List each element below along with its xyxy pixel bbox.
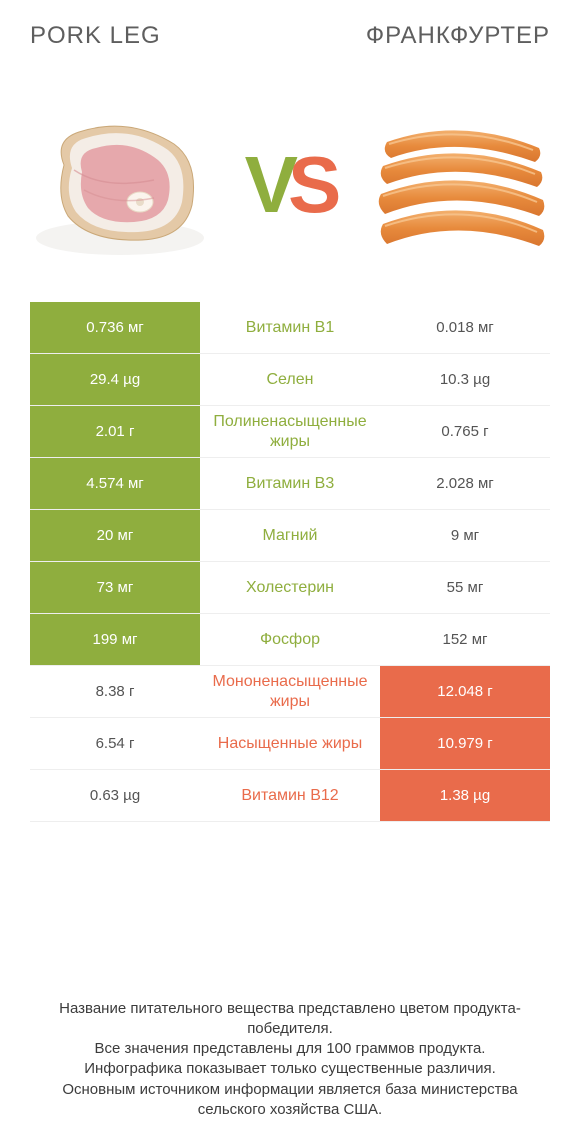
value-right: 9 мг — [380, 510, 550, 561]
nutrient-label: Полиненасыщенные жиры — [200, 406, 380, 457]
table-row: 20 мгМагний9 мг — [30, 510, 550, 562]
footer-line: Все значения представлены для 100 граммо… — [30, 1039, 550, 1059]
vs-label: V S — [245, 145, 336, 225]
nutrient-label: Витамин B3 — [200, 458, 380, 509]
value-left: 0.736 мг — [30, 302, 200, 353]
frankfurter-image — [371, 110, 546, 260]
nutrient-label: Фосфор — [200, 614, 380, 665]
nutrient-label: Насыщенные жиры — [200, 718, 380, 769]
footer-notes: Название питательного вещества представл… — [30, 999, 550, 1121]
value-right: 0.765 г — [380, 406, 550, 457]
table-row: 29.4 µgСелен10.3 µg — [30, 354, 550, 406]
vs-s: S — [288, 145, 335, 225]
value-left: 20 мг — [30, 510, 200, 561]
title-left: Pork leg — [30, 22, 161, 50]
comparison-infographic: Pork leg ФРАНКФУРТЕР V S — [0, 0, 580, 1144]
value-right: 152 мг — [380, 614, 550, 665]
footer-line: Основным источником информации является … — [30, 1080, 550, 1121]
value-right: 12.048 г — [380, 666, 550, 717]
nutrient-label: Витамин B12 — [200, 770, 380, 821]
value-right: 1.38 µg — [380, 770, 550, 821]
value-left: 0.63 µg — [30, 770, 200, 821]
table-row: 199 мгФосфор152 мг — [30, 614, 550, 666]
table-row: 8.38 гМононенасыщенные жиры12.048 г — [30, 666, 550, 718]
table-row: 4.574 мгВитамин B32.028 мг — [30, 458, 550, 510]
hero-row: V S — [30, 90, 550, 280]
value-right: 10.979 г — [380, 718, 550, 769]
value-right: 0.018 мг — [380, 302, 550, 353]
footer-line: Инфографика показывает только существенн… — [30, 1059, 550, 1079]
table-row: 6.54 гНасыщенные жиры10.979 г — [30, 718, 550, 770]
table-row: 73 мгХолестерин55 мг — [30, 562, 550, 614]
nutrient-label: Холестерин — [200, 562, 380, 613]
table-row: 0.63 µgВитамин B121.38 µg — [30, 770, 550, 822]
titles-row: Pork leg ФРАНКФУРТЕР — [30, 22, 550, 50]
nutrient-label: Селен — [200, 354, 380, 405]
nutrient-label: Магний — [200, 510, 380, 561]
value-right: 2.028 мг — [380, 458, 550, 509]
value-right: 55 мг — [380, 562, 550, 613]
value-left: 29.4 µg — [30, 354, 200, 405]
table-row: 0.736 мгВитамин B10.018 мг — [30, 302, 550, 354]
value-left: 2.01 г — [30, 406, 200, 457]
footer-line: Название питательного вещества представл… — [30, 999, 550, 1040]
value-left: 4.574 мг — [30, 458, 200, 509]
table-row: 2.01 гПолиненасыщенные жиры0.765 г — [30, 406, 550, 458]
nutrient-label: Мононенасыщенные жиры — [200, 666, 380, 717]
value-left: 8.38 г — [30, 666, 200, 717]
nutrient-label: Витамин B1 — [200, 302, 380, 353]
value-left: 73 мг — [30, 562, 200, 613]
pork-leg-image — [34, 110, 209, 260]
value-left: 199 мг — [30, 614, 200, 665]
value-right: 10.3 µg — [380, 354, 550, 405]
title-right: ФРАНКФУРТЕР — [366, 22, 550, 50]
nutrition-table: 0.736 мгВитамин B10.018 мг29.4 µgСелен10… — [30, 302, 550, 822]
vs-v: V — [245, 145, 292, 225]
value-left: 6.54 г — [30, 718, 200, 769]
